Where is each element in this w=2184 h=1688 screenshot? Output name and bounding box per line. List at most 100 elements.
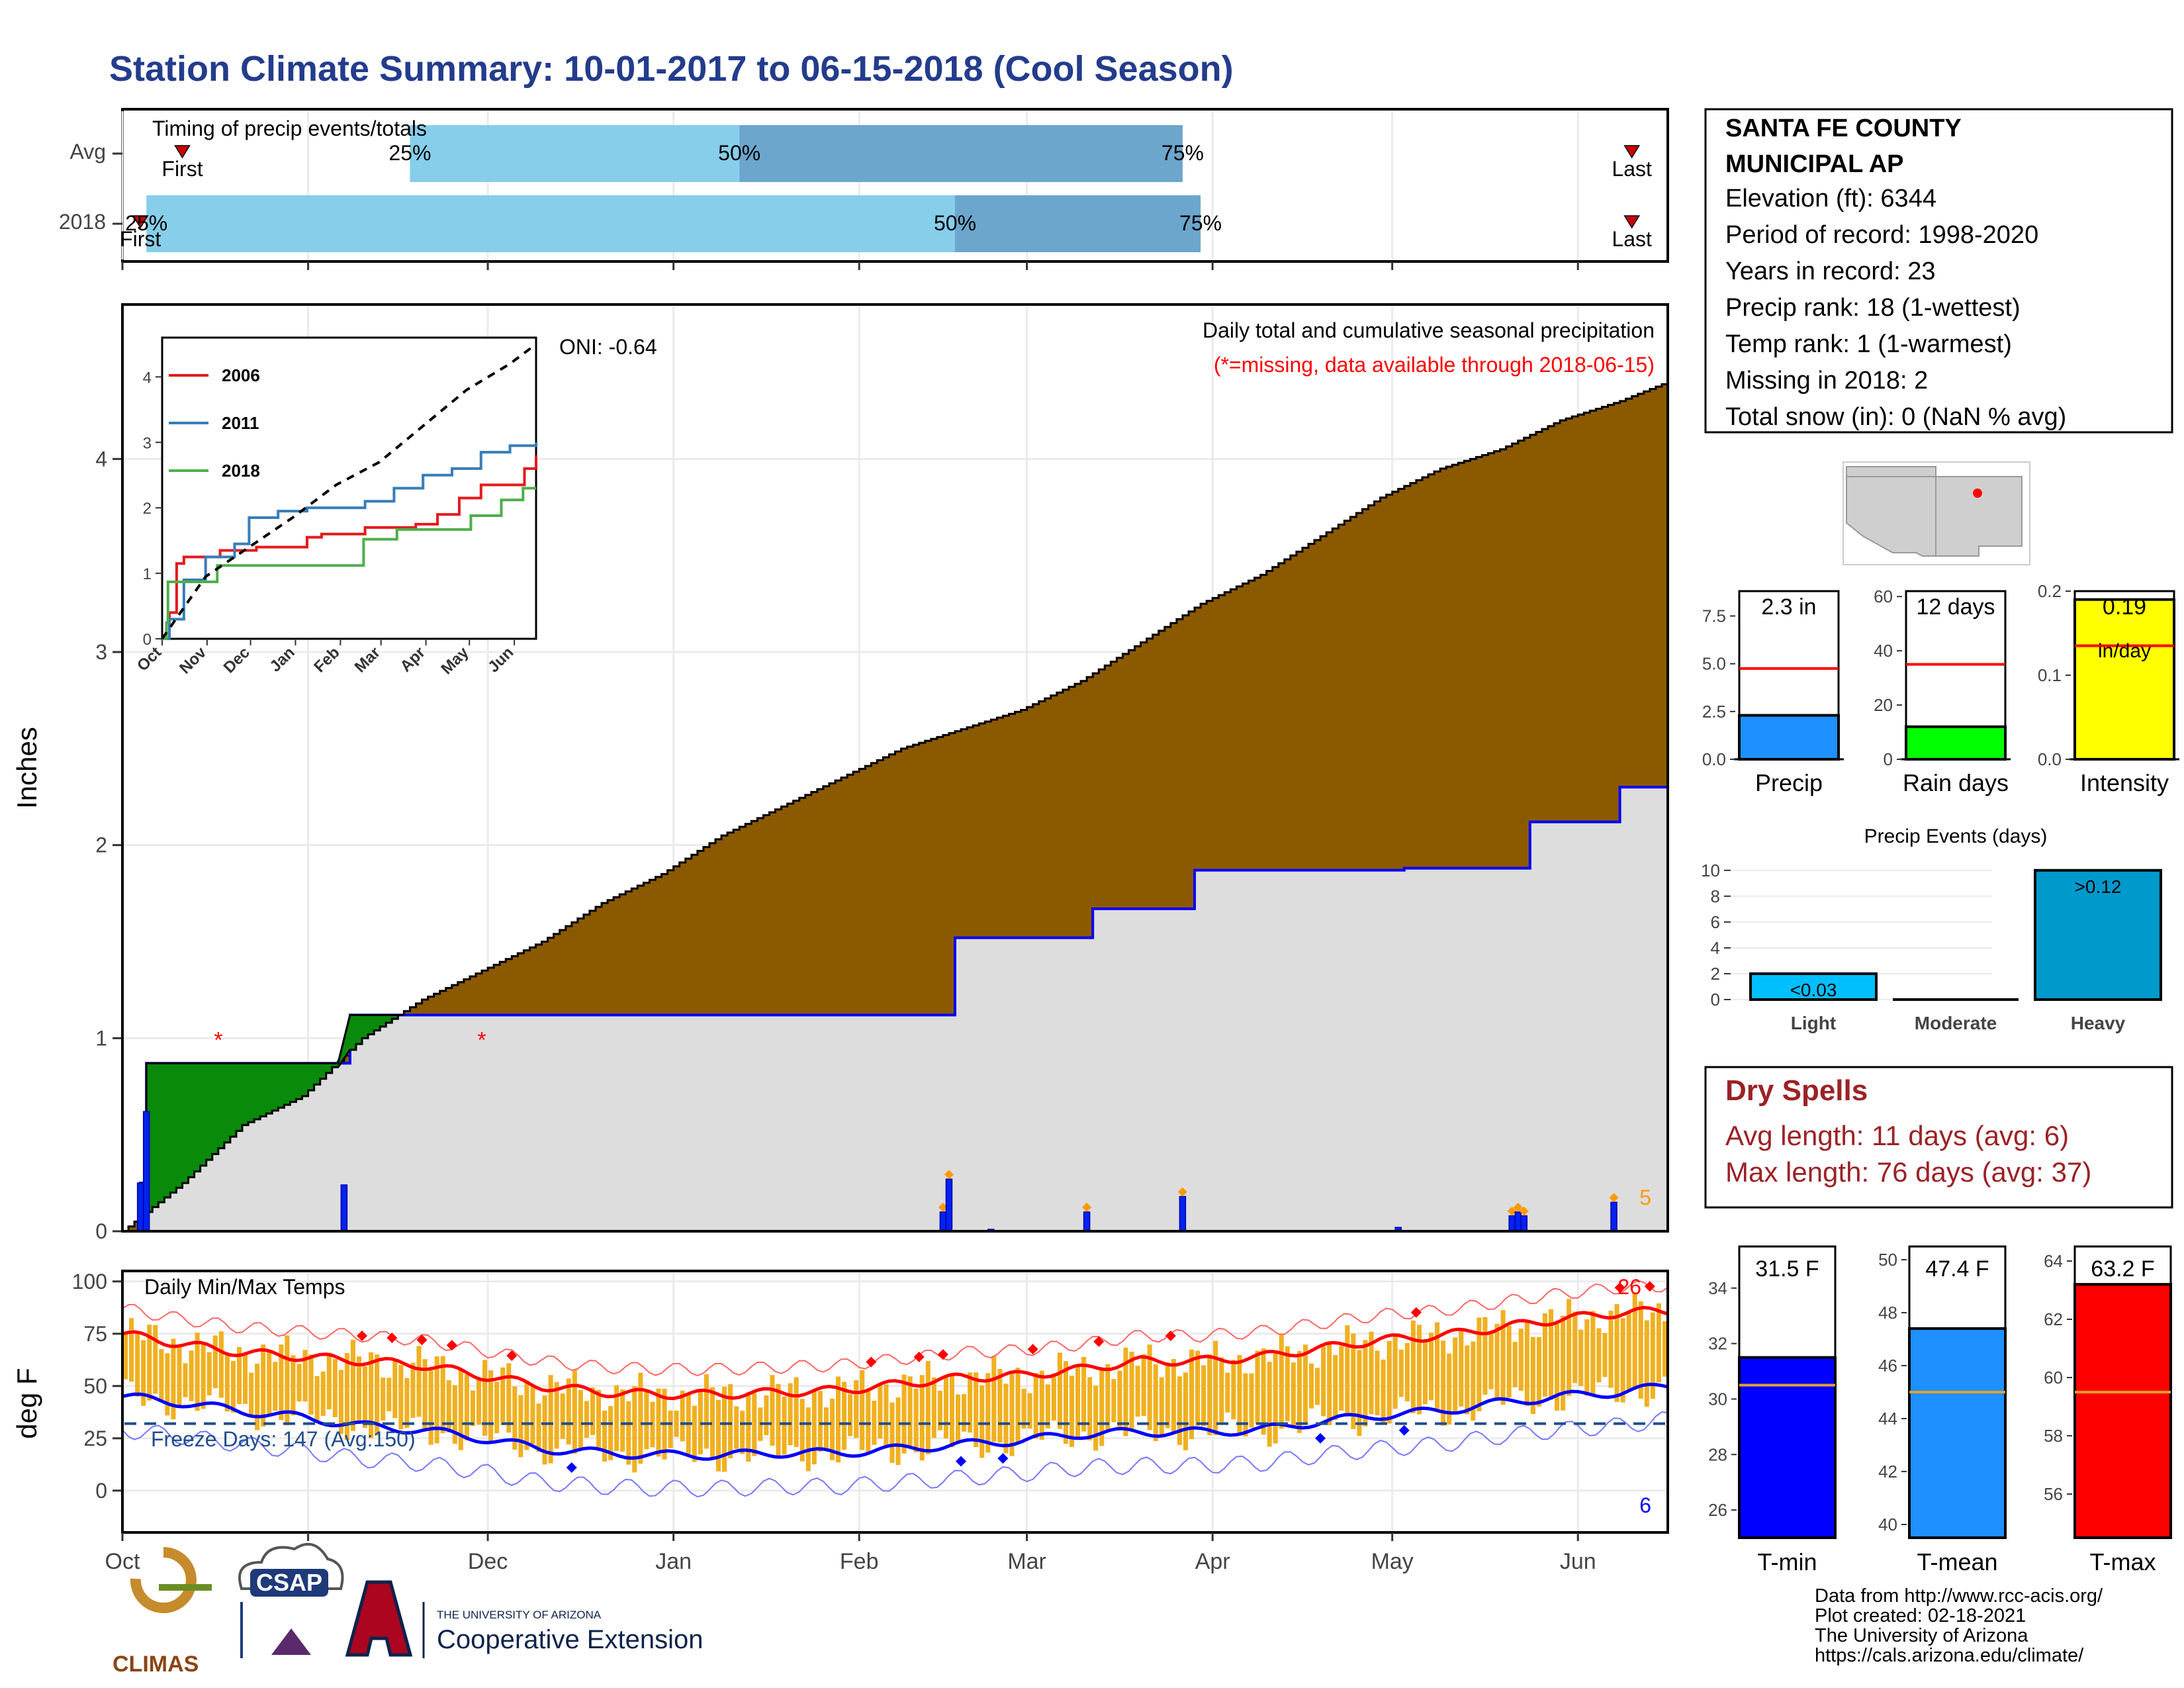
daily-temp-bar [704, 1374, 709, 1449]
p75-label: 75% [1161, 141, 1204, 165]
daily-temp-bar [1500, 1310, 1506, 1405]
daily-temp-bar [464, 1374, 469, 1441]
daily-temp-bar [338, 1370, 343, 1434]
daily-temp-bar [1656, 1303, 1661, 1383]
daily-temp-bar [560, 1393, 565, 1439]
inset-avg-line [161, 343, 537, 640]
daily-temp-bar [1626, 1311, 1631, 1392]
daily-temp-bar [1069, 1376, 1075, 1447]
daily-precip-bar [1514, 1211, 1522, 1232]
daily-temp-bar [350, 1339, 355, 1431]
daily-temp-bar [1147, 1344, 1152, 1430]
daily-precip-bar [142, 1111, 150, 1232]
temp-bar-tick-label: 32 [1708, 1334, 1727, 1354]
daily-temp-bar [602, 1410, 608, 1462]
daily-temp-bar [1285, 1346, 1290, 1421]
record-high-marker [1410, 1307, 1422, 1318]
events-category-label: Light [1791, 1013, 1836, 1033]
daily-temp-bar [159, 1349, 164, 1401]
daily-temp-bar [1542, 1313, 1547, 1397]
daily-temp-bar [243, 1353, 248, 1404]
month-tick-label: May [1371, 1549, 1414, 1574]
temp-bar-tick-label: 50 [1878, 1250, 1897, 1270]
daily-temp-bar [1447, 1353, 1452, 1425]
daily-temp-bar [1506, 1325, 1512, 1398]
events-plot: 0 2 4 6 8 10 <0.03 Light Moderate >0.12 Heavy [1701, 861, 2162, 1033]
daily-temp-bar [1297, 1350, 1302, 1433]
daily-temp-bar [925, 1360, 931, 1455]
daily-temp-bar [608, 1406, 614, 1460]
daily-temp-bar [782, 1396, 787, 1455]
daily-temp-bar [632, 1386, 637, 1473]
daily-temp-bar [440, 1356, 445, 1433]
daily-temp-bar [1015, 1368, 1021, 1443]
dry-title: Dry Spells [1725, 1074, 1868, 1107]
p50-label: 50% [718, 141, 760, 165]
daily-temp-bar [566, 1378, 571, 1445]
daily-temp-bar [1165, 1362, 1170, 1429]
climas-text: CLIMAS [113, 1652, 199, 1677]
daily-temp-bar [1459, 1330, 1464, 1407]
freeze-days-label: Freeze Days: 147 (Avg:150) [151, 1427, 416, 1451]
extreme-precip-marker [944, 1170, 954, 1180]
daily-temp-bar [1302, 1344, 1308, 1425]
daily-temp-bar [267, 1352, 272, 1414]
daily-temp-bar [1363, 1340, 1368, 1427]
daily-temp-bar [165, 1353, 170, 1416]
daily-temp-bar [392, 1360, 398, 1419]
temp-y-tick-label: 100 [72, 1270, 107, 1293]
daily-temp-bar [823, 1407, 829, 1451]
daily-temp-bar [458, 1369, 463, 1450]
precip-y-tick-label: 2 [95, 833, 107, 857]
daily-temp-bar [446, 1380, 451, 1432]
daily-temp-bar [1453, 1337, 1458, 1413]
daily-temp-bar [1578, 1329, 1584, 1386]
daily-temp-bar [866, 1389, 871, 1454]
summary-bar-charts: 0.0 2.5 5.0 7.5 2.3 in Precip 0 20 40 60 12 days Ra… [1702, 581, 2179, 796]
temp-panel-label: Daily Min/Max Temps [144, 1275, 345, 1299]
record-high-marker [937, 1349, 948, 1360]
credit-source: Data from http://www.rcc-acis.org/ [1815, 1585, 2103, 1607]
daily-temp-bar [1129, 1351, 1134, 1430]
daily-temp-bar [512, 1386, 518, 1450]
daily-temp-bar [129, 1318, 134, 1382]
inset-y-tick-label: 0 [143, 631, 152, 649]
daily-temp-bar [1381, 1359, 1386, 1425]
temp-background [122, 1271, 1668, 1532]
daily-temp-bar [1596, 1328, 1602, 1383]
record-low-marker [997, 1453, 1009, 1464]
daily-precip-bar [1083, 1211, 1091, 1232]
temp-plot [122, 1280, 1668, 1498]
daily-temp-bar [1195, 1350, 1201, 1426]
daily-temp-bar [1308, 1363, 1314, 1409]
temp-bar-tick-label: 28 [1708, 1444, 1727, 1464]
temp-bar-tick-label: 62 [2044, 1309, 2063, 1329]
daily-temp-bar [141, 1340, 146, 1406]
record-max-line [122, 1280, 1668, 1377]
inset-y-tick-label: 3 [143, 434, 152, 452]
daily-temp-bar [488, 1370, 494, 1442]
climas-emblem [130, 1547, 197, 1613]
p50-label: 50% [934, 211, 976, 235]
daily-temp-bar [626, 1401, 631, 1465]
daily-temp-bar [230, 1360, 236, 1413]
extreme-precip-marker [1177, 1187, 1187, 1197]
events-y-tick-label: 10 [1701, 861, 1720, 880]
temp-bar-t-min [1738, 1356, 1837, 1540]
daily-temp-bar [931, 1377, 936, 1438]
daily-temp-bar [363, 1366, 368, 1429]
daily-temp-bar [1291, 1362, 1296, 1428]
station-info-box: SANTA FE COUNTY MUNICIPAL AP Elevation (… [1704, 108, 2173, 434]
daily-temp-bar [1561, 1315, 1566, 1411]
daily-temp-bar [1027, 1393, 1032, 1429]
summary-bar-precip [1738, 714, 1840, 761]
daily-temp-bar [919, 1375, 925, 1461]
extreme-precip-marker [1519, 1206, 1529, 1216]
precip-y-tick-label: 1 [95, 1026, 107, 1050]
daily-temp-bar [147, 1324, 152, 1401]
daily-temp-bar [1183, 1372, 1188, 1450]
daily-temp-bar [1392, 1335, 1398, 1409]
daily-precip-bar [1179, 1196, 1187, 1232]
extreme-precip-marker [938, 1202, 948, 1212]
